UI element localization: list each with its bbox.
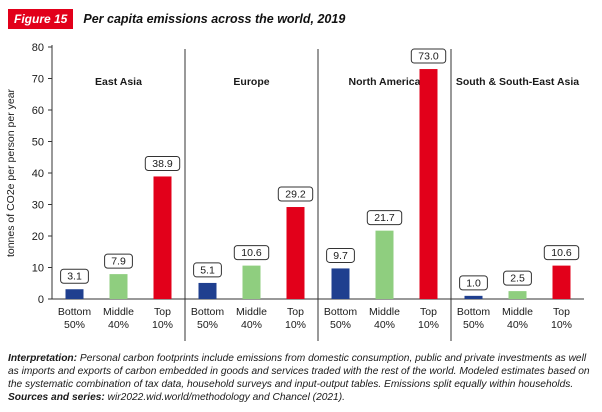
category-label-line2: 10% xyxy=(152,319,173,331)
y-tick-label: 10 xyxy=(32,263,44,275)
bar xyxy=(508,291,527,299)
data-label-box xyxy=(60,268,89,284)
group-label: Europe xyxy=(233,76,269,88)
category-label-line1: Bottom xyxy=(58,306,92,318)
data-label: 7.9 xyxy=(111,256,126,268)
data-label-box xyxy=(459,275,488,291)
figure-header: Figure 15 Per capita emissions across th… xyxy=(8,8,345,30)
data-label-box xyxy=(543,245,580,261)
data-label-box xyxy=(104,253,133,269)
figure-badge: Figure 15 xyxy=(8,9,74,29)
category-label-line2: 10% xyxy=(418,319,439,331)
data-label: 10.6 xyxy=(551,247,572,259)
bar xyxy=(419,69,438,299)
category-label-line2: 50% xyxy=(330,319,351,331)
interpretation-note: Interpretation: Personal carbon footprin… xyxy=(8,352,596,404)
category-label-line1: Bottom xyxy=(324,306,358,318)
y-tick-label: 70 xyxy=(32,74,44,86)
bar xyxy=(198,282,217,299)
y-tick-label: 80 xyxy=(32,42,44,54)
category-label-line2: 40% xyxy=(374,319,395,331)
data-label: 73.0 xyxy=(418,51,439,63)
category-label-line2: 40% xyxy=(108,319,129,331)
group-label: South & South-East Asia xyxy=(456,76,579,88)
figure-title: Per capita emissions across the world, 2… xyxy=(83,12,346,26)
group-label: North America xyxy=(349,76,421,88)
data-label-box xyxy=(366,210,403,226)
data-label: 29.2 xyxy=(285,189,306,201)
bar xyxy=(331,268,350,299)
category-label-line1: Middle xyxy=(369,306,400,318)
category-label-line2: 50% xyxy=(64,319,85,331)
y-tick-label: 50 xyxy=(32,137,44,149)
data-label: 38.9 xyxy=(152,158,173,170)
y-tick-label: 60 xyxy=(32,105,44,117)
bar xyxy=(153,176,172,299)
data-label-box xyxy=(503,270,532,286)
category-label-line1: Bottom xyxy=(191,306,225,318)
data-label: 10.6 xyxy=(241,247,262,259)
y-axis-label: tonnes of CO2e per person per year xyxy=(5,88,17,257)
category-label-line1: Bottom xyxy=(457,306,491,318)
y-tick-label: 40 xyxy=(32,168,44,180)
data-label: 3.1 xyxy=(67,271,82,283)
bar xyxy=(286,207,305,299)
data-label-box xyxy=(144,155,181,171)
y-tick-label: 0 xyxy=(38,294,44,306)
y-tick-label: 30 xyxy=(32,200,44,212)
data-label: 9.7 xyxy=(333,250,348,262)
bar xyxy=(375,230,394,299)
category-label-line1: Top xyxy=(287,306,304,318)
interpretation-label: Interpretation: xyxy=(8,353,78,364)
bar xyxy=(65,289,84,299)
data-label-box xyxy=(277,186,314,202)
data-label: 2.5 xyxy=(510,273,525,285)
category-label-line1: Middle xyxy=(103,306,134,318)
data-label-box xyxy=(193,262,222,278)
data-label-box xyxy=(326,247,355,263)
category-label-line1: Middle xyxy=(236,306,267,318)
category-label-line2: 10% xyxy=(551,319,572,331)
category-label-line1: Top xyxy=(420,306,437,318)
data-label-box xyxy=(410,48,447,64)
data-label-box xyxy=(233,245,270,261)
data-label: 1.0 xyxy=(466,277,481,289)
interpretation-text: Personal carbon footprints include emiss… xyxy=(8,353,590,390)
category-label-line2: 50% xyxy=(197,319,218,331)
category-label-line2: 40% xyxy=(507,319,528,331)
bar xyxy=(552,265,571,299)
sources-text: wir2022.wid.world/methodology and Chance… xyxy=(107,392,345,403)
bar xyxy=(464,295,483,299)
category-label-line1: Middle xyxy=(502,306,533,318)
category-label-line1: Top xyxy=(553,306,570,318)
sources-label: Sources and series: xyxy=(8,392,105,403)
category-label-line1: Top xyxy=(154,306,171,318)
group-label: East Asia xyxy=(95,76,142,88)
bar xyxy=(109,274,128,299)
data-label: 5.1 xyxy=(200,264,215,276)
bar xyxy=(242,265,261,299)
y-tick-label: 20 xyxy=(32,231,44,243)
category-label-line2: 40% xyxy=(241,319,262,331)
data-label: 21.7 xyxy=(374,212,395,224)
category-label-line2: 10% xyxy=(285,319,306,331)
category-label-line2: 50% xyxy=(463,319,484,331)
emissions-bar-chart: tonnes of CO2e per person per year 0 10 20 3… xyxy=(5,42,584,341)
